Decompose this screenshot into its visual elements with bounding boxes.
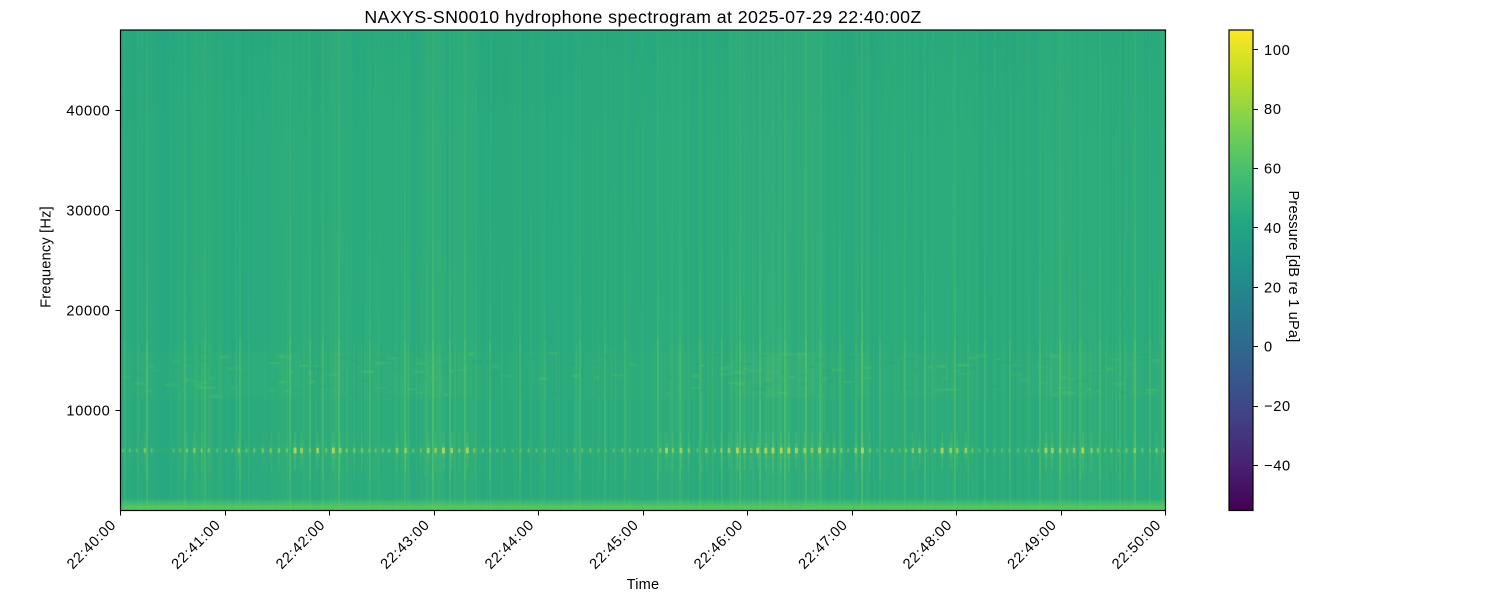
svg-text:40: 40 bbox=[1264, 221, 1282, 237]
svg-text:Time: Time bbox=[627, 577, 660, 593]
svg-text:−40: −40 bbox=[1264, 458, 1291, 474]
svg-text:60: 60 bbox=[1264, 162, 1282, 178]
svg-text:30000: 30000 bbox=[66, 204, 110, 220]
svg-text:10000: 10000 bbox=[66, 404, 110, 420]
svg-text:0: 0 bbox=[1264, 340, 1273, 356]
svg-text:100: 100 bbox=[1264, 43, 1290, 59]
svg-text:−20: −20 bbox=[1264, 399, 1291, 415]
svg-text:20: 20 bbox=[1264, 280, 1282, 296]
svg-text:40000: 40000 bbox=[66, 104, 110, 120]
svg-text:20000: 20000 bbox=[66, 304, 110, 320]
svg-text:NAXYS-SN0010 hydrophone spectr: NAXYS-SN0010 hydrophone spectrogram at 2… bbox=[364, 7, 921, 27]
svg-text:Frequency [Hz]: Frequency [Hz] bbox=[39, 206, 55, 308]
svg-text:80: 80 bbox=[1264, 102, 1282, 118]
svg-text:Pressure [dB re 1 uPa]: Pressure [dB re 1 uPa] bbox=[1285, 190, 1301, 342]
